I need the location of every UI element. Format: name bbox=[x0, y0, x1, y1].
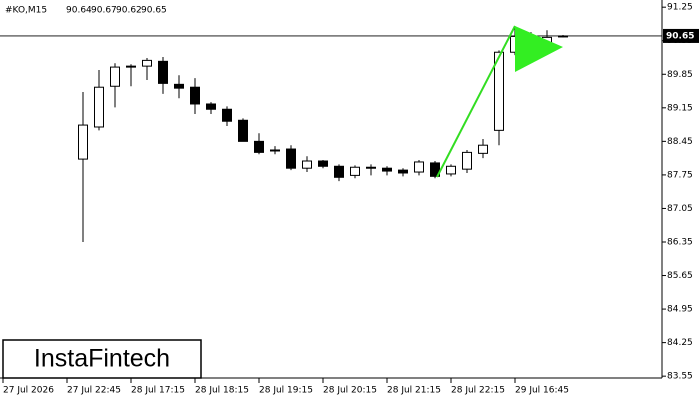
candle-body bbox=[318, 160, 328, 167]
candle-body bbox=[158, 60, 168, 84]
candle-body bbox=[430, 162, 440, 177]
candle-body bbox=[446, 165, 456, 175]
y-tick-label: 89.85 bbox=[667, 70, 693, 80]
y-tick-label: 87.05 bbox=[667, 204, 693, 214]
candle-body bbox=[126, 65, 136, 68]
ohlc-close: 90.65 bbox=[141, 6, 167, 16]
x-tick-label: 28 Jul 22:15 bbox=[451, 386, 505, 396]
y-tick-label: 88.45 bbox=[667, 137, 693, 147]
candle-body bbox=[286, 148, 296, 169]
y-tick-label: 84.95 bbox=[667, 305, 693, 315]
candle-body bbox=[94, 86, 104, 128]
candle-body bbox=[270, 149, 280, 152]
pennant-flag bbox=[515, 26, 563, 72]
x-tick-label: 28 Jul 19:15 bbox=[259, 386, 313, 396]
y-tick-label: 84.25 bbox=[667, 338, 693, 348]
pennant-pole bbox=[436, 25, 516, 178]
candle-body bbox=[302, 160, 312, 169]
candle-body bbox=[110, 66, 120, 87]
ohlc-low: 90.62 bbox=[116, 6, 142, 16]
x-tick-label: 27 Jul 2026 bbox=[3, 386, 54, 396]
y-tick-label: 86.35 bbox=[667, 237, 693, 247]
candle-body bbox=[142, 59, 152, 67]
candle-body bbox=[238, 119, 248, 142]
watermark: InstaFintech bbox=[34, 345, 170, 373]
current-price-box bbox=[663, 28, 699, 43]
candle-body bbox=[174, 83, 184, 89]
candle-body bbox=[78, 124, 88, 160]
candle-body bbox=[366, 166, 376, 169]
symbol: #KO,M15 bbox=[5, 6, 47, 16]
candle-body bbox=[222, 108, 232, 122]
y-tick-label: 85.65 bbox=[667, 271, 693, 281]
watermark-box: InstaFintech bbox=[2, 339, 202, 379]
header: #KO,M15 90.64 90.67 90.62 90.65 bbox=[5, 6, 167, 16]
candle-body bbox=[334, 165, 344, 178]
x-tick-label: 28 Jul 21:15 bbox=[387, 386, 441, 396]
y-tick-label: 83.55 bbox=[667, 372, 693, 382]
candle-body bbox=[478, 144, 488, 154]
x-tick-label: 28 Jul 17:15 bbox=[131, 386, 185, 396]
x-tick-label: 28 Jul 18:15 bbox=[195, 386, 249, 396]
candle-body bbox=[254, 140, 264, 153]
candle-body bbox=[414, 161, 424, 173]
x-tick-label: 28 Jul 20:15 bbox=[323, 386, 377, 396]
current-price-label: 90.65 bbox=[666, 31, 694, 41]
candle-body bbox=[494, 51, 504, 131]
x-tick-label: 27 Jul 22:45 bbox=[67, 386, 121, 396]
candle-body bbox=[190, 86, 200, 105]
ohlc-open: 90.64 bbox=[66, 6, 92, 16]
candle-body bbox=[350, 166, 360, 176]
candle-body bbox=[382, 167, 392, 172]
y-tick-label: 89.15 bbox=[667, 103, 693, 113]
candle-body bbox=[398, 169, 408, 174]
watermark-frame bbox=[2, 339, 202, 379]
x-tick-label: 29 Jul 16:45 bbox=[515, 386, 569, 396]
ohlc-high: 90.67 bbox=[91, 6, 117, 16]
plot: 91.2590.5589.8589.1588.4587.7587.0586.35… bbox=[0, 3, 699, 396]
candle-body bbox=[462, 151, 472, 170]
candle-body bbox=[206, 103, 216, 110]
y-tick-label: 91.25 bbox=[667, 3, 693, 13]
y-tick-label: 87.75 bbox=[667, 170, 693, 180]
